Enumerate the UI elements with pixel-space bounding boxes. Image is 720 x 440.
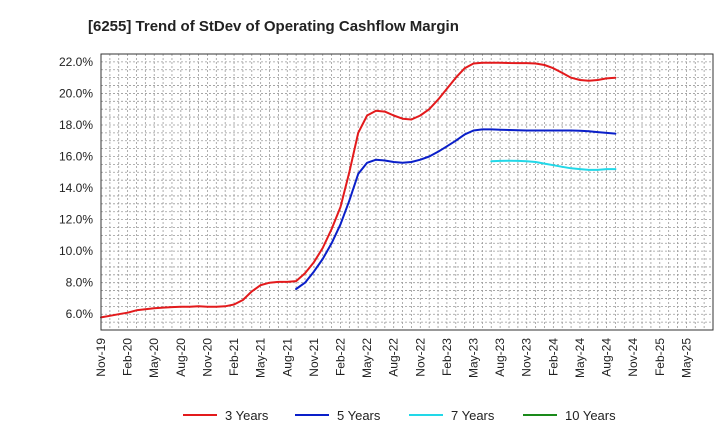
x-tick-label: Aug-20 — [174, 338, 188, 377]
x-tick-label: May-22 — [360, 338, 374, 378]
legend-label: 3 Years — [225, 408, 269, 423]
x-tick-label: Nov-24 — [626, 338, 640, 377]
x-tick-label: Feb-22 — [333, 338, 347, 376]
legend: 3 Years 5 Years 7 Years 10 Years — [183, 408, 616, 423]
plot-frame — [100, 53, 714, 331]
y-tick-label: 16.0% — [59, 150, 93, 164]
y-tick-label: 12.0% — [59, 213, 93, 227]
x-tick-label: May-21 — [254, 338, 268, 378]
x-tick-label: Feb-23 — [440, 338, 454, 376]
x-tick-label: Nov-21 — [307, 338, 321, 377]
y-tick-label: 8.0% — [66, 276, 94, 290]
x-tick-label: May-24 — [573, 338, 587, 378]
legend-label: 5 Years — [337, 408, 381, 423]
y-tick-label: 22.0% — [59, 55, 93, 69]
x-tick-label: Aug-23 — [493, 338, 507, 377]
x-tick-label: Nov-22 — [413, 338, 427, 377]
series-lines — [100, 61, 617, 319]
y-tick-label: 18.0% — [59, 118, 93, 132]
y-tick-label: 10.0% — [59, 244, 93, 258]
y-tick-label: 20.0% — [59, 86, 93, 100]
x-tick-label: Feb-21 — [227, 338, 241, 376]
x-tick-label: Aug-24 — [600, 338, 614, 377]
x-axis-ticks: Nov-19 Feb-20 May-20 Aug-20 Nov-20 Feb-21 May-… — [94, 338, 693, 378]
series-line-7-years — [490, 159, 617, 171]
x-tick-label: May-23 — [467, 338, 481, 378]
series-line-5-years — [295, 128, 617, 290]
x-tick-label: Feb-20 — [121, 338, 135, 376]
x-tick-label: May-20 — [147, 338, 161, 378]
x-tick-label: Aug-21 — [280, 338, 294, 377]
y-tick-label: 6.0% — [66, 307, 94, 321]
chart-title: [6255] Trend of StDev of Operating Cashf… — [88, 18, 459, 35]
x-tick-label: Feb-25 — [653, 338, 667, 376]
legend-label: 10 Years — [565, 408, 616, 423]
x-tick-label: Aug-22 — [387, 338, 401, 377]
x-tick-label: Nov-20 — [200, 338, 214, 377]
x-tick-label: Feb-24 — [546, 338, 560, 376]
grid — [100, 53, 713, 331]
legend-label: 7 Years — [451, 408, 495, 423]
y-tick-label: 14.0% — [59, 181, 93, 195]
x-tick-label: Nov-19 — [94, 338, 108, 377]
y-axis-ticks: 6.0% 8.0% 10.0% 12.0% 14.0% 16.0% 18.0% 20.0% 22… — [59, 55, 93, 321]
series-line-3-years — [100, 61, 617, 319]
x-tick-label: May-25 — [679, 338, 693, 378]
x-tick-label: Nov-23 — [520, 338, 534, 377]
